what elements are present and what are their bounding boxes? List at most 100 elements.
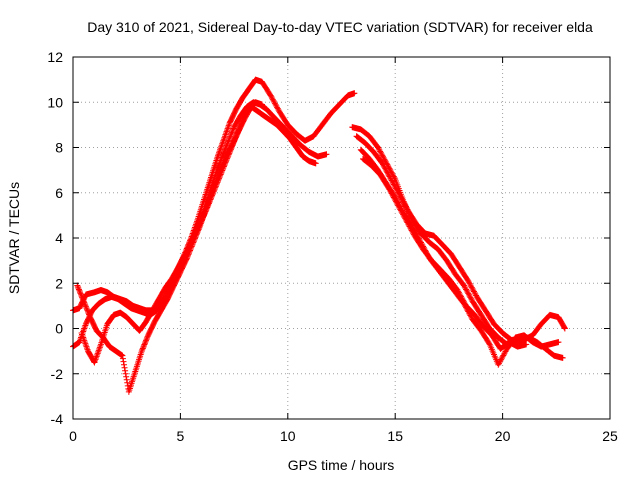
y-tick-label: -4 (51, 411, 64, 427)
data-point (389, 178, 396, 185)
data-point (273, 103, 280, 110)
data-point (323, 151, 330, 158)
data-point (78, 291, 85, 298)
y-tick-label: 8 (55, 140, 63, 156)
data-point (79, 294, 86, 301)
data-point (464, 289, 471, 296)
data-point (237, 122, 244, 129)
data-point (122, 367, 129, 374)
data-point (405, 220, 412, 227)
data-point (212, 184, 219, 191)
data-point (208, 193, 215, 200)
data-point (388, 190, 395, 197)
data-point (403, 205, 410, 212)
data-point (404, 219, 411, 226)
data-point (224, 155, 231, 162)
data-point (561, 324, 568, 331)
data-point (394, 188, 401, 195)
y-axis-label: SDTVAR / TECUs (6, 182, 22, 294)
data-point (380, 155, 387, 162)
data-point (466, 293, 473, 300)
data-point (496, 360, 503, 367)
data-point (459, 296, 466, 303)
data-point (384, 169, 391, 176)
data-point (206, 197, 213, 204)
data-point (385, 185, 392, 192)
data-point (224, 154, 231, 161)
data-point (381, 156, 388, 163)
y-tick-label: 4 (55, 230, 63, 246)
x-axis: 0 5 10 15 20 25 (69, 57, 618, 444)
data-point (216, 175, 223, 182)
data-point (401, 201, 408, 208)
data-point (463, 286, 470, 293)
y-axis: -4 -2 0 2 4 6 8 10 12 (47, 49, 610, 427)
data-point (269, 96, 276, 103)
data-point (390, 180, 397, 187)
data-point (220, 164, 227, 171)
data-point (226, 149, 233, 156)
data-point (407, 226, 414, 233)
data-point (204, 204, 211, 211)
data-point (76, 289, 83, 296)
data-point (225, 137, 232, 144)
data-point (386, 173, 393, 180)
data-point (218, 170, 225, 177)
data-point (81, 299, 88, 306)
data-point (380, 162, 387, 169)
data-point (460, 298, 467, 305)
data-point (121, 361, 128, 368)
data-point (119, 352, 126, 359)
data-point (144, 334, 151, 341)
series-track-4 (78, 99, 266, 366)
data-point (485, 340, 492, 347)
data-point (555, 339, 562, 346)
data-point (222, 159, 229, 166)
data-point (501, 349, 508, 356)
data-point (385, 172, 392, 179)
data-point (462, 285, 469, 292)
data-point (377, 148, 384, 155)
data-point (270, 97, 277, 104)
data-point (396, 192, 403, 199)
data-point (230, 139, 237, 146)
data-point (202, 208, 209, 215)
x-tick-label: 10 (280, 428, 296, 444)
data-point (75, 285, 82, 292)
data-point (382, 165, 389, 172)
data-point (140, 344, 147, 351)
data-point (383, 168, 390, 175)
data-point (211, 185, 218, 192)
data-point (201, 212, 208, 219)
data-point (458, 294, 465, 301)
data-point (471, 289, 478, 296)
data-point (393, 186, 400, 193)
data-point (141, 340, 148, 347)
data-point (123, 376, 130, 383)
data-point (461, 283, 468, 290)
data-point (469, 285, 476, 292)
data-point (461, 300, 468, 307)
data-point (402, 203, 409, 210)
data-point (408, 227, 415, 234)
data-point (405, 222, 412, 229)
data-point (122, 370, 129, 377)
data-point (402, 216, 409, 223)
data-point (223, 158, 230, 165)
data-point (500, 352, 507, 359)
data-point (395, 203, 402, 210)
data-point (403, 218, 410, 225)
data-point (396, 205, 403, 212)
data-point (379, 160, 386, 167)
data-point (495, 361, 502, 368)
data-point (238, 119, 245, 126)
data-point (234, 129, 241, 136)
data-point (234, 130, 241, 137)
data-point (382, 166, 389, 173)
data-point (312, 160, 319, 167)
y-tick-label: -2 (51, 366, 64, 382)
data-point (228, 129, 235, 136)
data-point (455, 289, 462, 296)
data-point (78, 293, 85, 300)
